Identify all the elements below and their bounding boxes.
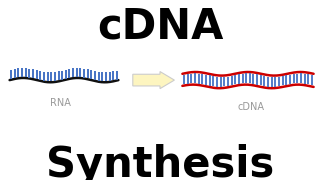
Text: Synthesis: Synthesis (46, 144, 274, 180)
FancyArrow shape (133, 71, 174, 89)
Text: cDNA: cDNA (238, 102, 265, 112)
Text: cDNA: cDNA (97, 5, 223, 47)
Text: RNA: RNA (50, 98, 71, 108)
